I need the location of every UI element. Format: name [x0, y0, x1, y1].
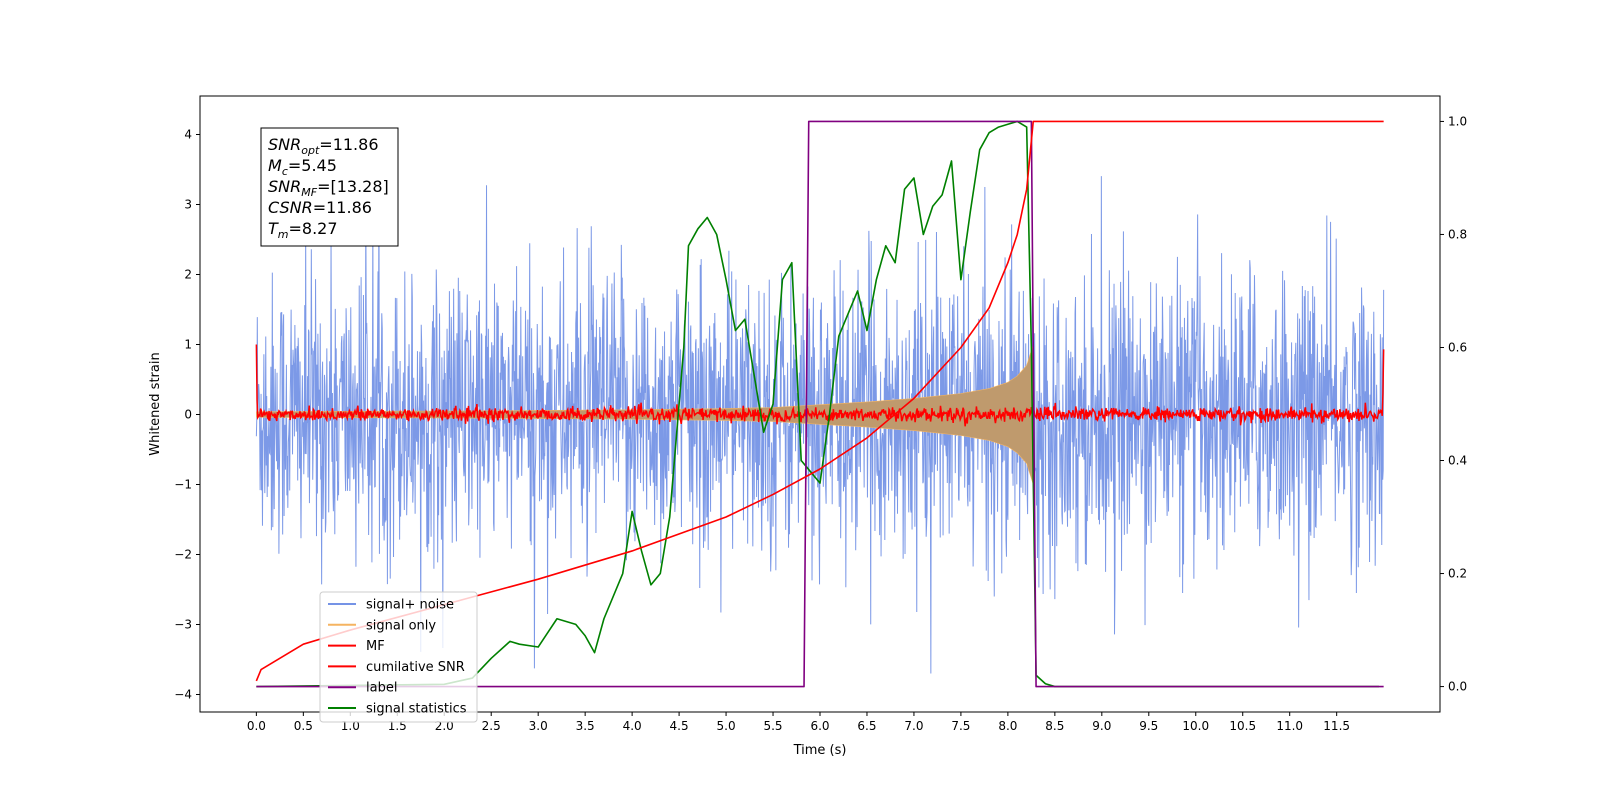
annotation-line: Tm=8.27	[268, 219, 338, 241]
y2-tick-label: 0.8	[1448, 227, 1467, 241]
y-tick-label: −4	[174, 688, 192, 702]
x-tick-label: 5.5	[763, 719, 782, 733]
y-tick-label: 2	[184, 268, 192, 282]
annotation-line: Mc=5.45	[268, 156, 337, 178]
legend-label: signal only	[366, 618, 436, 633]
y-tick-label: −2	[174, 548, 192, 562]
x-tick-label: 10.0	[1182, 719, 1209, 733]
legend-label: signal+ noise	[366, 598, 454, 613]
legend-label: label	[366, 681, 397, 696]
legend-label: cumilative SNR	[366, 660, 465, 675]
x-tick-label: 10.5	[1229, 719, 1256, 733]
x-tick-label: 6.0	[810, 719, 829, 733]
y-tick-label: −3	[174, 618, 192, 632]
y2-tick-label: 0.6	[1448, 340, 1467, 354]
x-tick-label: 3.5	[576, 719, 595, 733]
x-tick-label: 0.0	[247, 719, 266, 733]
series-signal-noise-line	[255, 147, 1385, 674]
legend-frame	[319, 591, 478, 723]
y-tick-label: 4	[184, 128, 192, 142]
series-signal-statistics-line	[256, 120, 1379, 688]
legend: signal+ noise signal only MF cumilative SNR…	[319, 591, 478, 723]
x-tick-label: 11.5	[1323, 719, 1350, 733]
x-tick-label: 11.0	[1276, 719, 1303, 733]
y-tick-label: −1	[174, 478, 192, 492]
x-tick-label: 5.0	[717, 719, 736, 733]
x-tick-label: 3.0	[529, 719, 548, 733]
annotation-frame	[260, 127, 399, 247]
series-label-line	[256, 120, 1384, 688]
annotation-line: SNRMF=[13.28]	[268, 177, 389, 199]
x-tick-label: 4.0	[623, 719, 642, 733]
y-axis-label: Whitened strain	[148, 352, 163, 455]
y-tick-label: 3	[184, 198, 192, 212]
series-mf-line	[255, 344, 1385, 427]
x-tick-label: 6.5	[857, 719, 876, 733]
x-tick-label: 0.5	[294, 719, 313, 733]
x-tick-label: 7.0	[904, 719, 923, 733]
x-tick-label: 8.5	[1045, 719, 1064, 733]
annotation-line: SNRopt=11.86	[268, 135, 379, 157]
x-tick-label: 4.5	[670, 719, 689, 733]
y-tick-label: 0	[184, 408, 192, 422]
x-tick-label: 8.0	[998, 719, 1017, 733]
y2-tick-label: 1.0	[1448, 114, 1467, 128]
annotation-line: CSNR=11.86	[268, 198, 372, 217]
x-tick-label: 9.0	[1092, 719, 1111, 733]
x-tick-label: 7.5	[951, 719, 970, 733]
x-tick-label: 2.5	[482, 719, 501, 733]
y2-tick-label: 0.2	[1448, 567, 1467, 581]
y-tick-label: 1	[184, 338, 192, 352]
y2-tick-label: 0.4	[1448, 454, 1467, 468]
x-tick-label: 9.5	[1139, 719, 1158, 733]
x-axis-label: Time (s)	[793, 743, 847, 758]
legend-label: signal statistics	[366, 702, 467, 717]
legend-label: MF	[366, 639, 385, 654]
y2-tick-label: 0.0	[1448, 680, 1467, 694]
annotation-box: SNRopt=11.86Mc=5.45SNRMF=[13.28]CSNR=11.…	[260, 127, 399, 247]
